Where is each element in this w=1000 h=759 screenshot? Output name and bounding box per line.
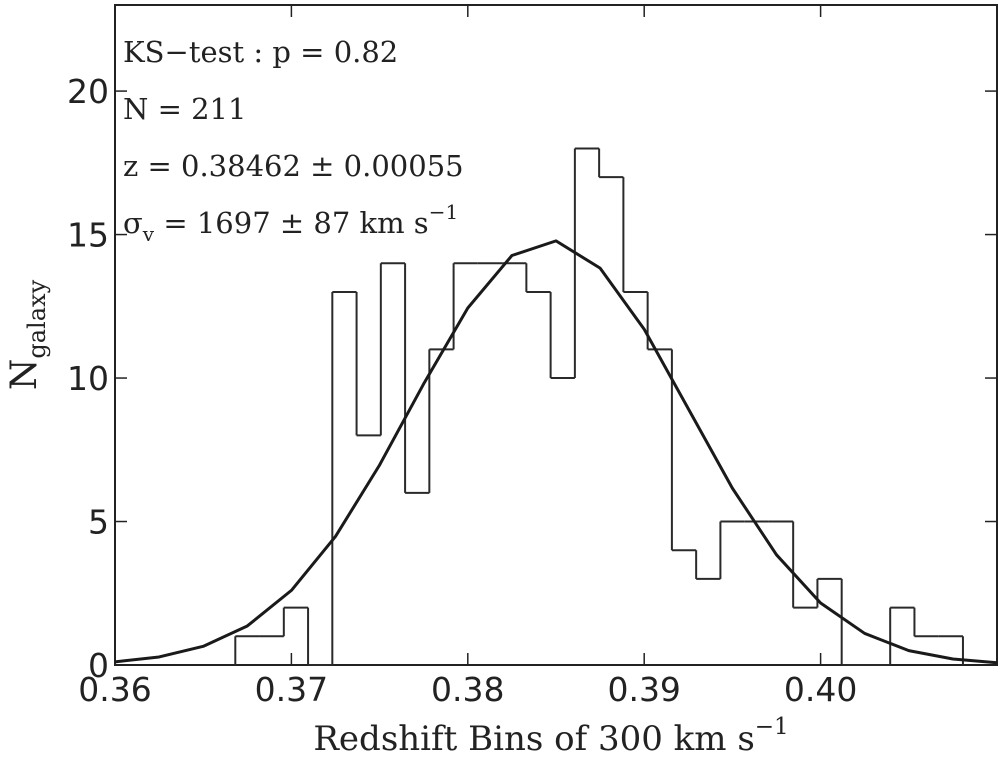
annotation-text: σ: [123, 206, 143, 240]
x-axis-label-sup: −1: [755, 714, 789, 740]
x-axis-label: Redshift Bins of 300 km s−1: [313, 714, 788, 759]
y-tick-label: 10: [67, 359, 109, 398]
y-tick-label: 20: [67, 72, 109, 111]
annotation-sub: v: [142, 222, 155, 246]
x-tick-label: 0.36: [78, 670, 151, 709]
y-tick-label: 5: [88, 503, 109, 542]
y-tick-label: 0: [88, 646, 109, 685]
y-axis-label: Ngalaxy: [4, 279, 51, 390]
annotation-text: = 1697 ± 87 km s: [154, 206, 429, 240]
annotation: N = 211: [123, 92, 246, 126]
x-tick-label: 0.39: [607, 670, 680, 709]
x-tick-label: 0.38: [431, 670, 504, 709]
x-axis-label-text: Redshift Bins of 300 km s: [313, 719, 754, 759]
annotation: KS−test : p = 0.82: [123, 35, 398, 69]
y-axis-label-sub: galaxy: [23, 279, 51, 358]
annotation-sup: −1: [429, 200, 458, 224]
annotation: σv = 1697 ± 87 km s−1: [123, 200, 458, 246]
annotation-text: KS−test : p = 0.82: [123, 35, 398, 69]
x-tick-label: 0.37: [255, 670, 328, 709]
fit-curve: [114, 239, 998, 665]
x-tick-label: 0.40: [784, 670, 857, 709]
annotation: z = 0.38462 ± 0.00055: [123, 149, 464, 183]
y-axis-label-text: N: [4, 359, 45, 391]
annotation-text: z = 0.38462 ± 0.00055: [123, 149, 464, 183]
plot-frame: [114, 4, 998, 666]
y-tick-label: 15: [67, 216, 109, 255]
annotation-text: N = 211: [123, 92, 246, 126]
